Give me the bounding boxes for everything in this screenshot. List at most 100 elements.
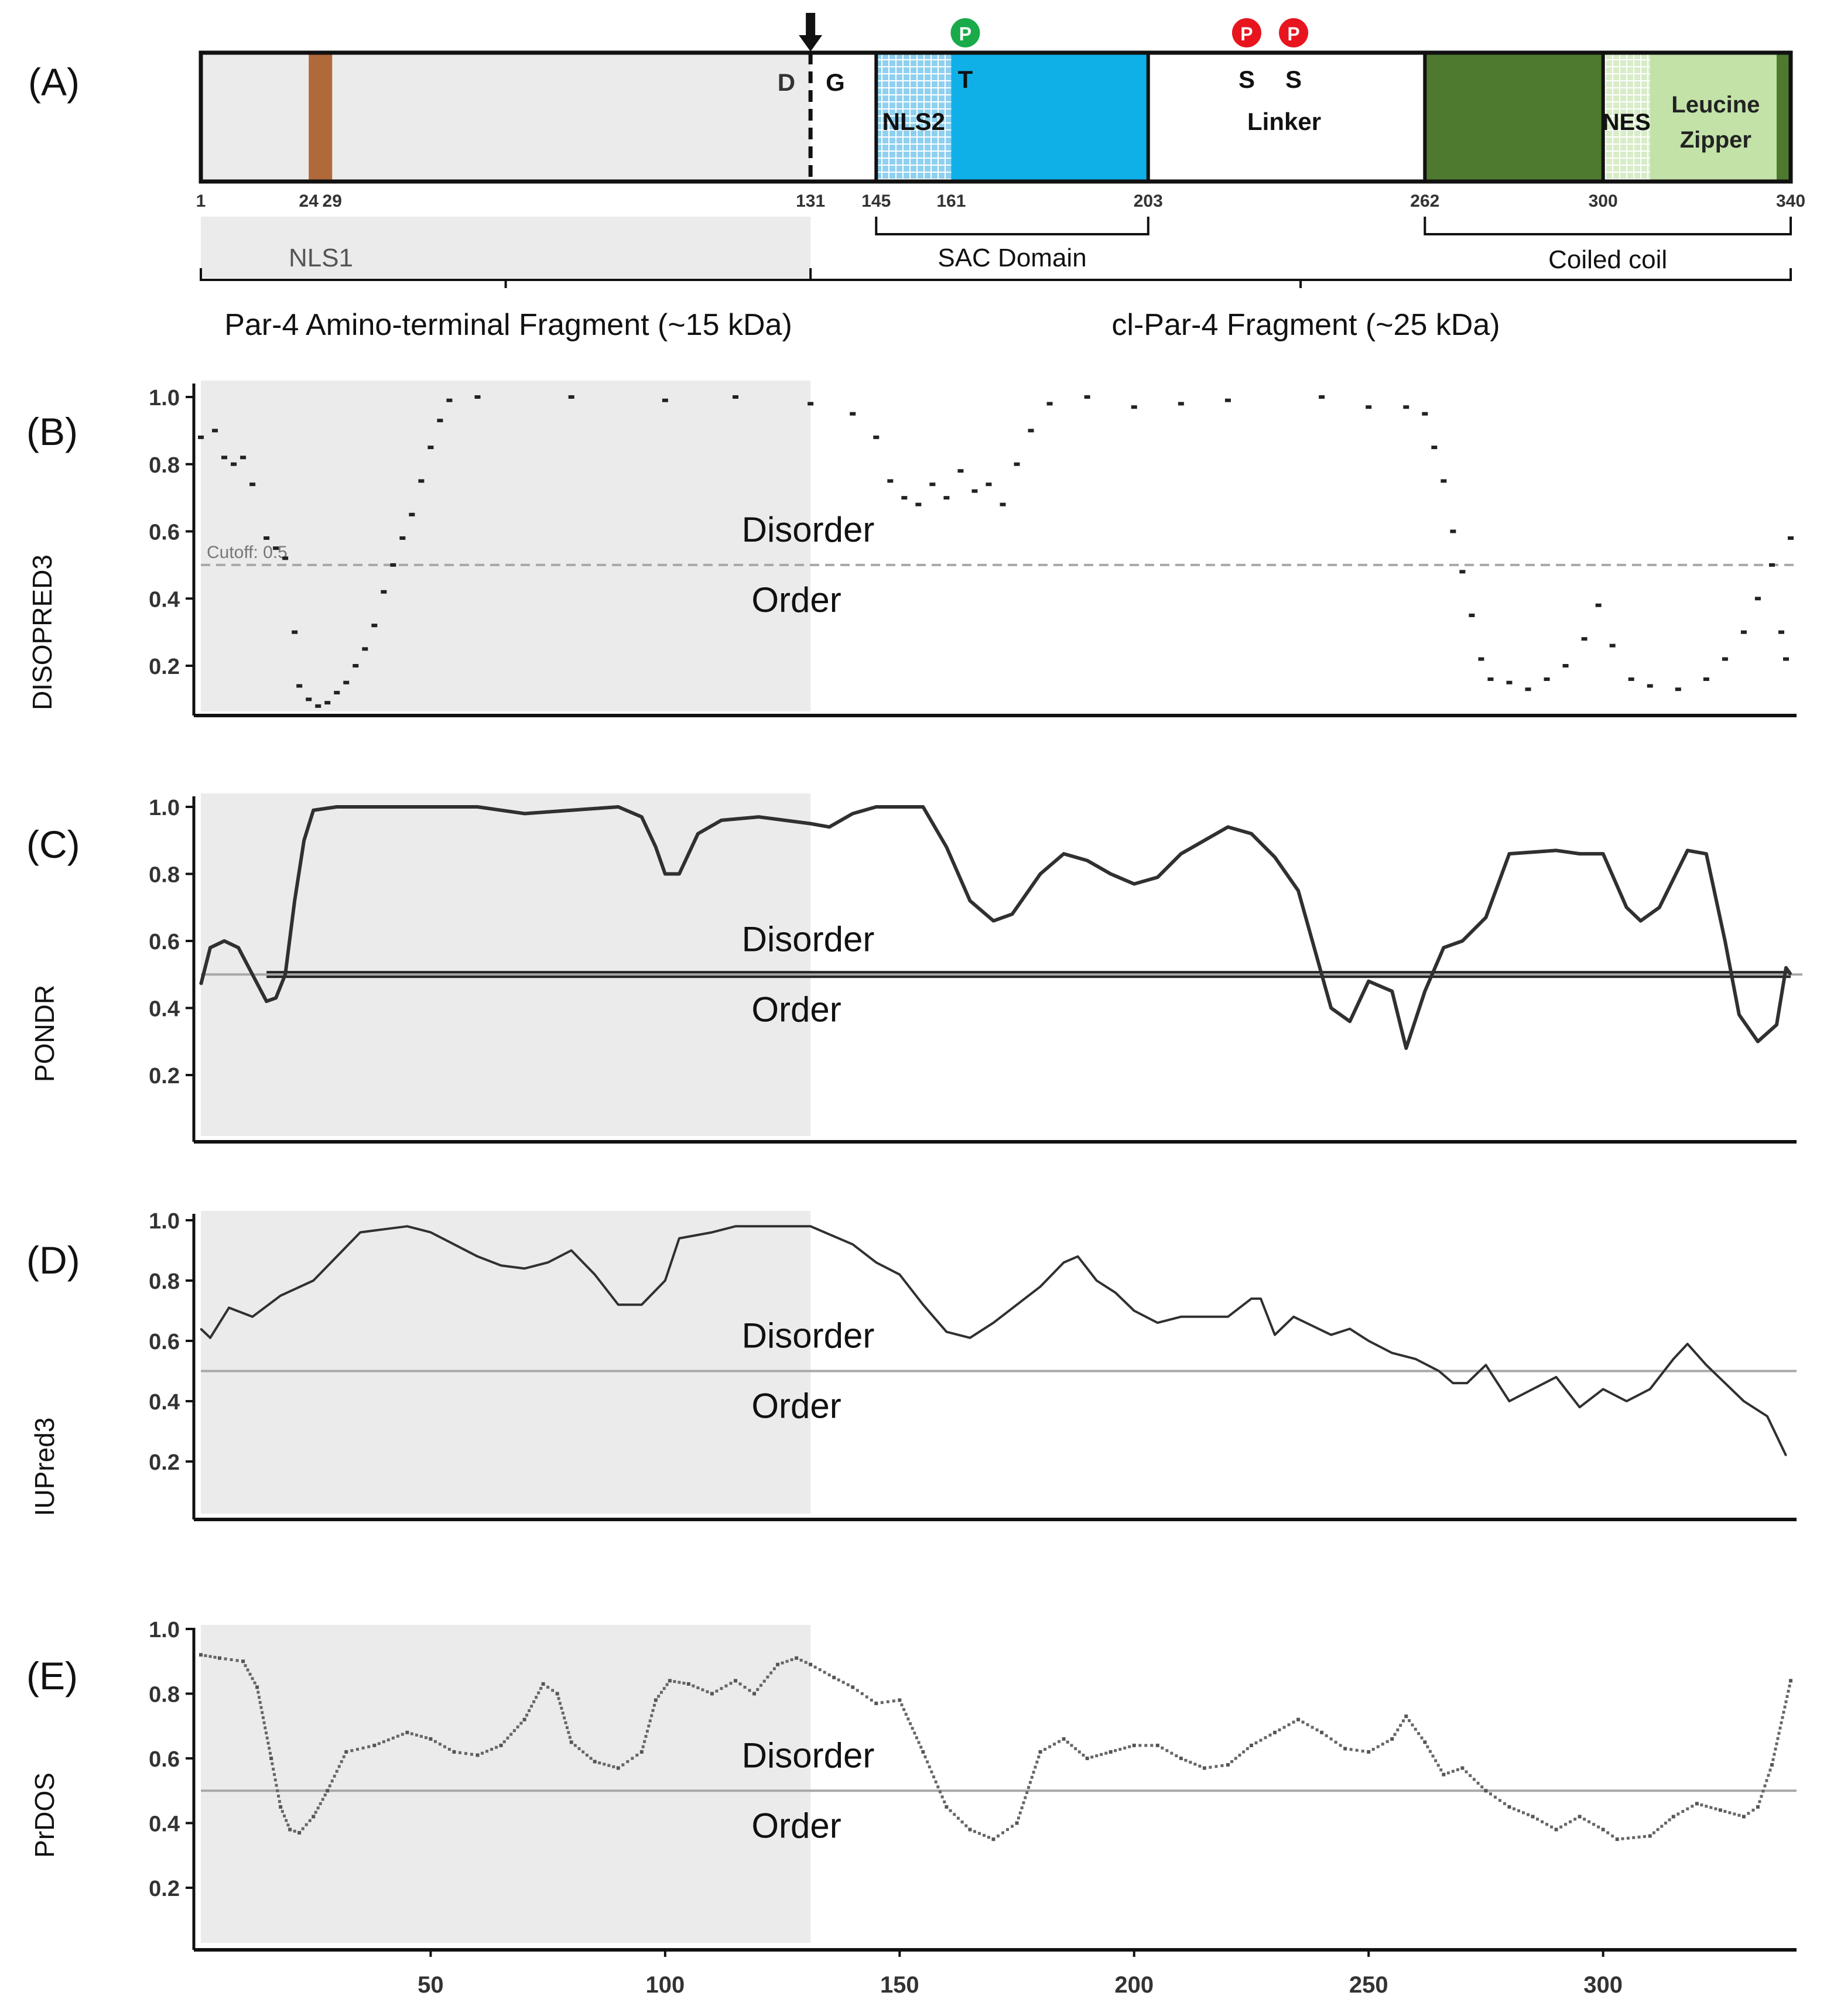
series-dot — [1785, 1695, 1789, 1698]
residue-tick-label: 262 — [1410, 191, 1439, 211]
data-point — [1250, 1298, 1253, 1300]
series-dot — [585, 1753, 589, 1757]
series-dot — [1751, 1808, 1755, 1812]
data-point — [1742, 1815, 1746, 1819]
series-dot — [1230, 1760, 1234, 1764]
series-dot — [1787, 1689, 1790, 1693]
series-dot — [762, 1679, 766, 1683]
series-dot — [1709, 1806, 1713, 1809]
data-point — [809, 1226, 812, 1227]
series-dot — [982, 1833, 986, 1837]
series-dot — [1417, 1732, 1421, 1736]
series-dot — [481, 1751, 484, 1755]
series-dot — [841, 1680, 845, 1684]
data-point — [383, 1228, 385, 1230]
chart-panel-b: (B) DISOPRED3 1.0 0.8 0.6 0.4 0.2 Cutoff: 0.5 Di… — [26, 381, 1797, 717]
series-dot — [342, 1755, 345, 1758]
series-dot — [1763, 1784, 1767, 1788]
c-term-box — [1776, 53, 1791, 182]
data-point — [1738, 1014, 1740, 1016]
data-point — [522, 1717, 526, 1721]
data-point — [1343, 1747, 1347, 1751]
data-point — [1422, 412, 1428, 416]
data-point — [279, 1295, 282, 1296]
data-point — [1011, 913, 1013, 915]
series-dot — [278, 1800, 281, 1803]
series-dot — [804, 1661, 808, 1664]
data-point — [1431, 446, 1438, 450]
series-dot — [1775, 1742, 1778, 1745]
series-dot — [1028, 1781, 1032, 1784]
data-point — [734, 1226, 737, 1227]
data-point — [758, 816, 760, 818]
data-point — [655, 846, 657, 848]
data-point — [971, 489, 978, 493]
series-dot — [415, 1733, 418, 1737]
data-point — [1368, 1340, 1370, 1342]
nls2-box — [876, 53, 952, 182]
data-point — [1452, 1382, 1454, 1384]
y-tick-label: 0.2 — [149, 1450, 180, 1475]
series-dot — [665, 1683, 669, 1686]
series-dot — [1264, 1736, 1267, 1740]
series-dot — [319, 1802, 322, 1805]
n-terminal-shade — [201, 793, 811, 1136]
data-point — [734, 1679, 738, 1683]
series-dot — [558, 1702, 562, 1705]
data-point — [1038, 1750, 1042, 1754]
data-point — [362, 647, 368, 651]
data-point — [1756, 1805, 1760, 1809]
data-point — [986, 482, 992, 487]
y-tick-label: 0.6 — [149, 521, 180, 545]
y-tick-label: 1.0 — [149, 386, 180, 410]
y-tick-label: 0.8 — [149, 863, 180, 888]
linker-label: Linker — [1247, 108, 1321, 135]
series-dot — [316, 1806, 320, 1810]
series-dot — [301, 1827, 304, 1830]
series-dot — [1361, 1750, 1364, 1753]
series-dot — [280, 1810, 284, 1813]
series-dot — [1767, 1774, 1770, 1777]
data-point — [1391, 1352, 1393, 1354]
data-point — [1508, 1400, 1510, 1402]
data-point — [922, 1304, 924, 1306]
series-dot — [1606, 1831, 1610, 1834]
series-dot — [286, 1823, 290, 1827]
series-dot — [464, 1752, 467, 1755]
data-point — [1466, 1382, 1468, 1384]
series-dot — [530, 1704, 533, 1708]
phospho-letter: P — [1240, 23, 1253, 45]
series-dot — [276, 1789, 279, 1792]
nls1-region-shade — [201, 217, 811, 278]
residue-tick-label: 161 — [936, 191, 966, 211]
series-dot — [1329, 1737, 1333, 1741]
data-point — [418, 479, 425, 483]
data-point — [1157, 877, 1159, 878]
series-dot — [997, 1834, 1000, 1838]
series-dot — [648, 1719, 652, 1723]
data-point — [1640, 920, 1641, 922]
data-point — [641, 1304, 643, 1306]
series-dot — [248, 1672, 252, 1676]
series-dot — [846, 1683, 850, 1686]
series-dot — [382, 1740, 385, 1744]
series-dot — [643, 1740, 646, 1743]
series-dot — [1114, 1749, 1117, 1753]
data-point — [1404, 1714, 1408, 1719]
data-point — [1368, 980, 1370, 982]
series-dot — [886, 1700, 889, 1703]
data-point — [303, 840, 305, 841]
data-point — [1785, 1454, 1787, 1456]
series-dot — [913, 1731, 916, 1735]
data-point — [1273, 1730, 1277, 1734]
data-point — [1096, 1279, 1097, 1282]
data-point — [249, 482, 256, 487]
data-point — [1403, 405, 1409, 409]
nes-box — [1603, 53, 1650, 182]
series-dot — [535, 1696, 538, 1699]
data-point — [1789, 1679, 1792, 1683]
data-point — [1157, 1322, 1159, 1324]
panel-label: (B) — [26, 410, 78, 453]
series-dot — [355, 1748, 359, 1751]
